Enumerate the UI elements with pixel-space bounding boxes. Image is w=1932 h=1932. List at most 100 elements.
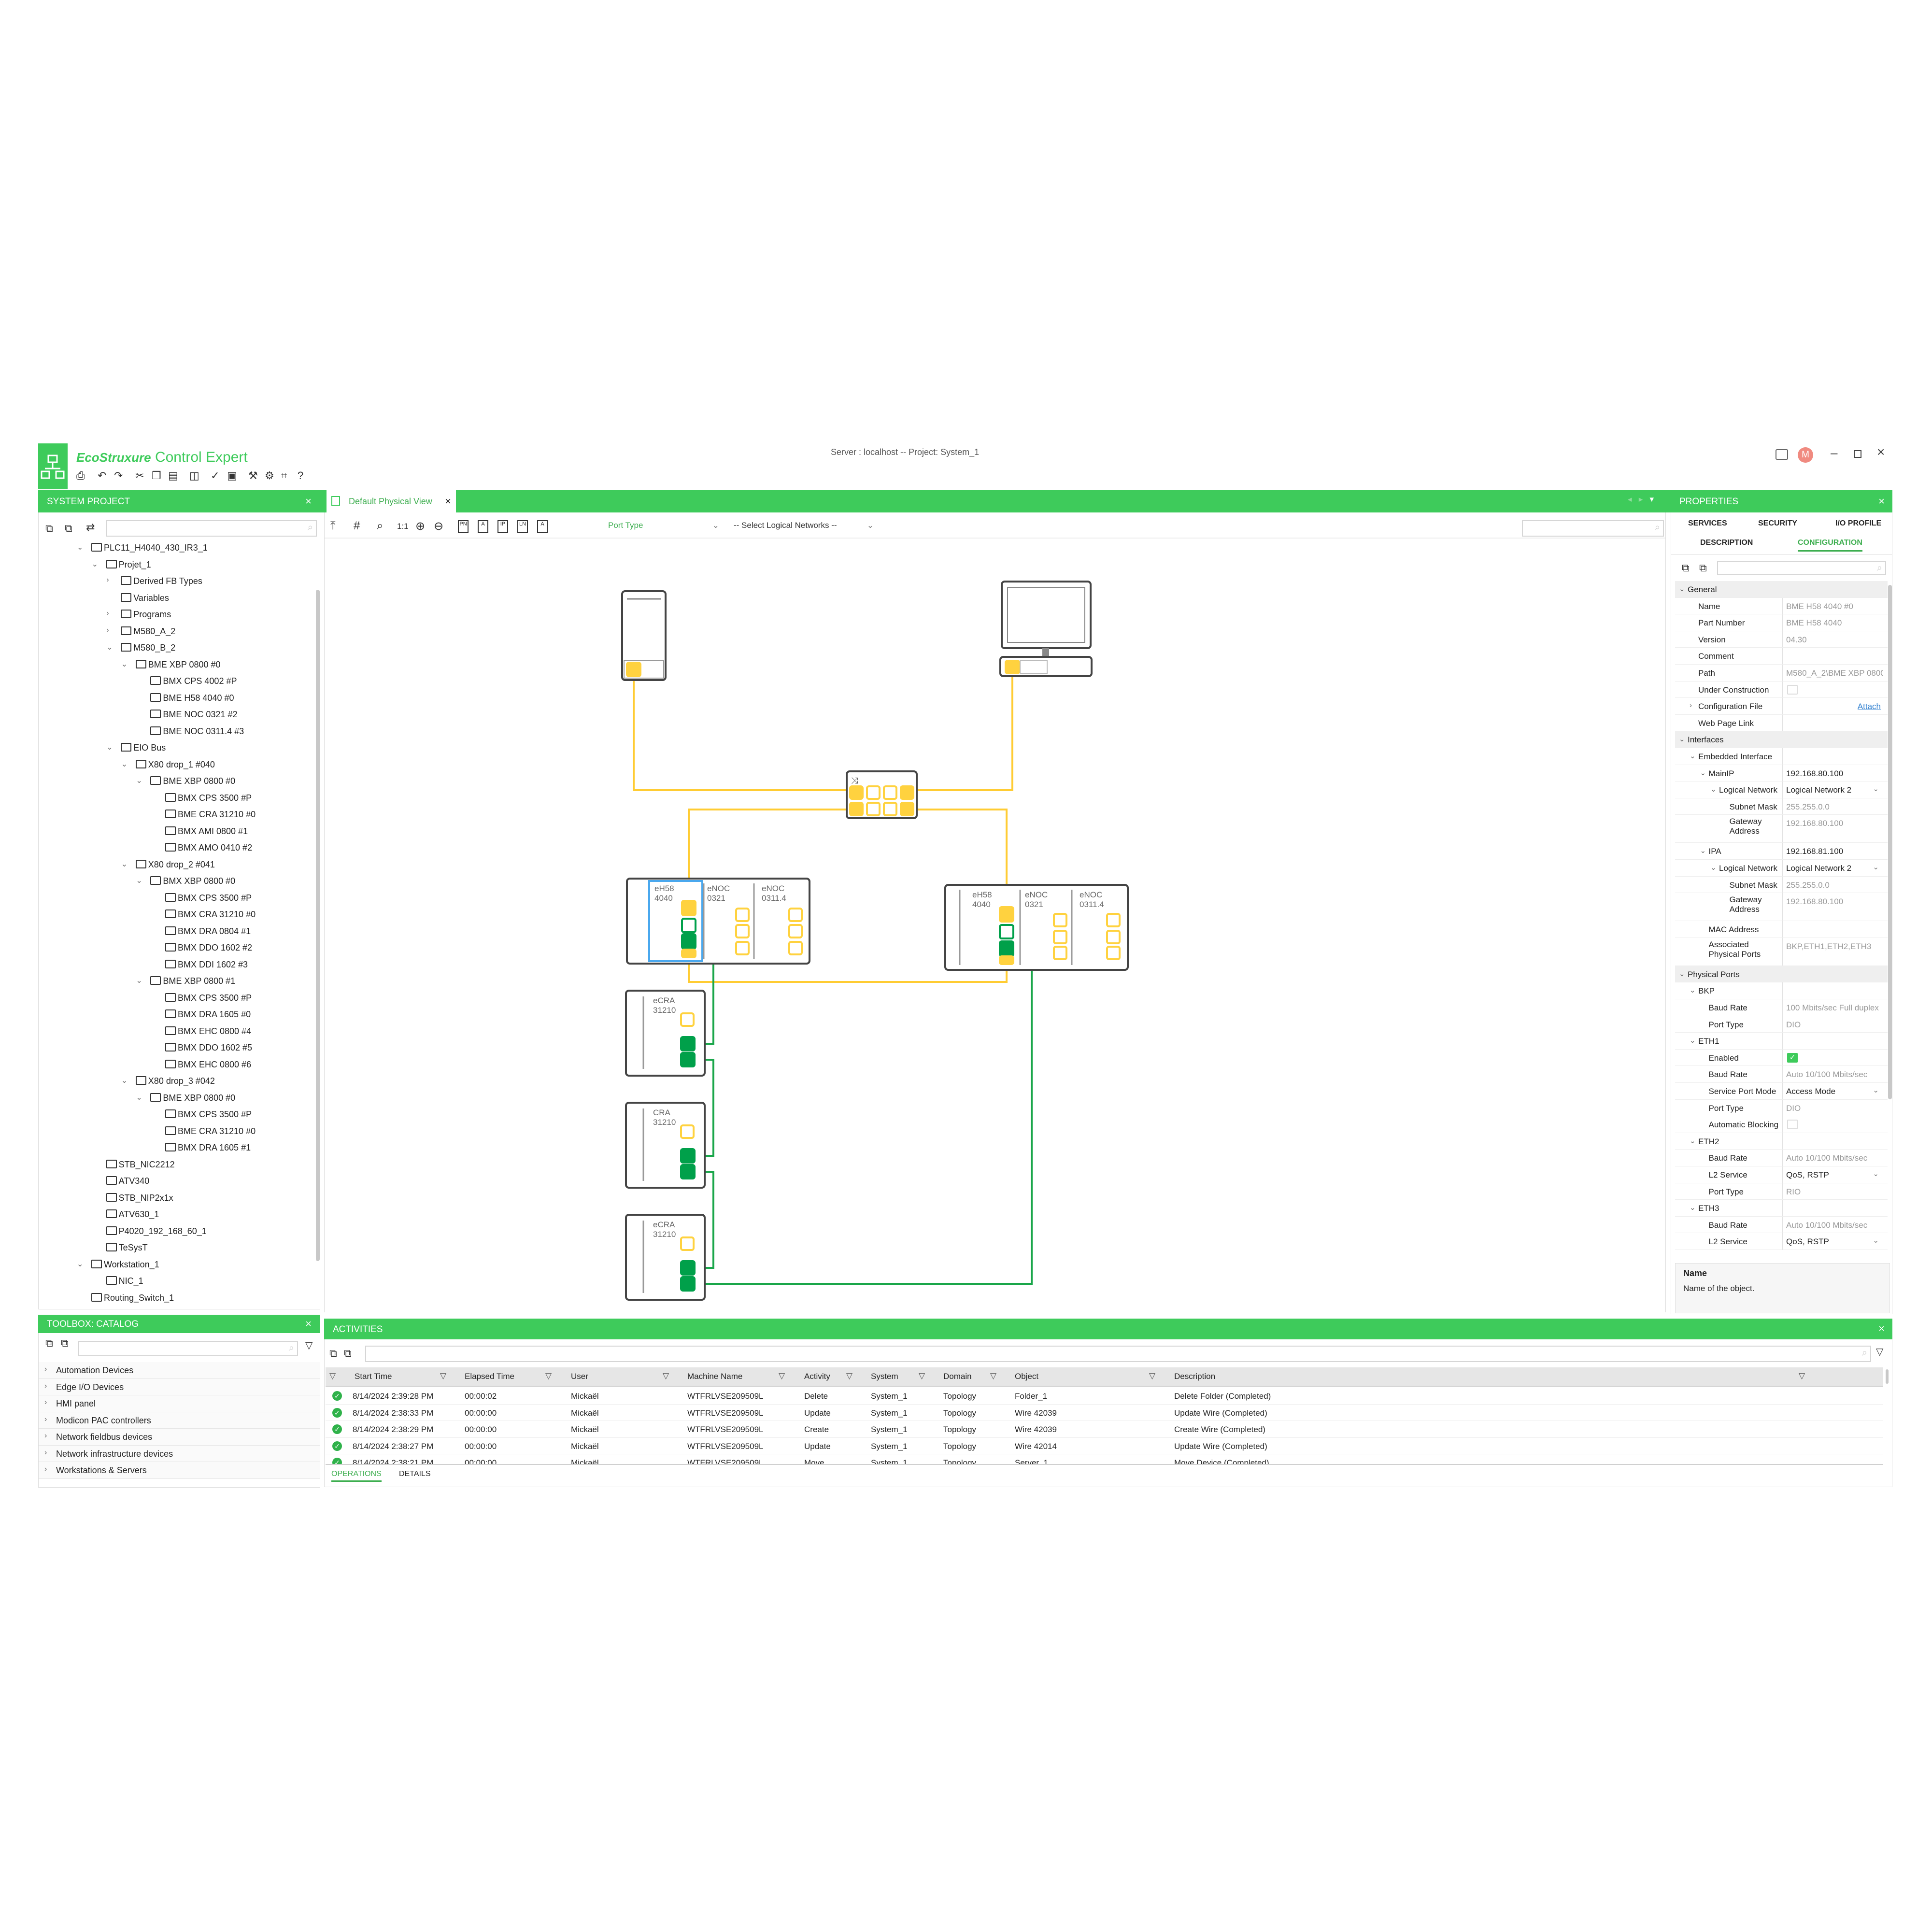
attach-link[interactable]: Attach [1857,702,1881,711]
chevron-down-icon[interactable]: ⌄ [121,760,128,768]
zoom-1to1-button[interactable]: 1:1 [397,522,409,531]
tree-item[interactable]: BME CRA 31210 #0 [39,806,312,823]
tree-item[interactable]: TeSysT [39,1239,312,1256]
chevron-down-icon[interactable]: ⌄ [106,643,113,652]
column-header[interactable]: Domain [943,1372,972,1381]
activity-row[interactable]: ✓ 8/14/2024 2:38:27 PM 00:00:00 Mickaël WTFR… [326,1438,1883,1454]
label-toggle-0[interactable]: PN [458,520,469,533]
export-icon[interactable]: ⤒ [330,519,336,532]
column-filter-icon[interactable]: ▽ [919,1371,925,1380]
undo-icon[interactable]: ↶ [98,469,107,482]
tree-item[interactable]: › Programs [39,606,312,623]
canvas-search-input[interactable]: ⌕ [1522,520,1664,537]
tab-details[interactable]: DETAILS [399,1470,431,1478]
tree-item[interactable]: P4020_192_168_60_1 [39,1223,312,1240]
column-filter-icon[interactable]: ▽ [545,1371,552,1380]
property-row[interactable]: ⌄ IPA 192.168.81.100 [1675,843,1888,860]
property-row[interactable]: ⌄ BKP [1675,982,1888,999]
property-row[interactable]: ⌄ MainIP 192.168.80.100 [1675,765,1888,782]
chevron-right-icon[interactable]: › [106,625,109,634]
tree-item[interactable]: BME CRA 31210 #0 [39,1123,312,1140]
noc-port[interactable] [1053,930,1067,944]
property-checkbox[interactable] [1787,684,1798,695]
column-filter-icon[interactable]: ▽ [779,1371,785,1380]
minimize-button[interactable]: – [1831,445,1838,460]
activities-scrollbar[interactable] [1886,1369,1889,1384]
chevron-down-icon[interactable]: ⌄ [1700,847,1706,855]
switch-port[interactable] [866,785,881,800]
column-header[interactable]: Activity [804,1372,830,1381]
close-icon[interactable]: × [305,495,312,507]
tree-item[interactable]: BME NOC 0321 #2 [39,706,312,723]
copy-icon[interactable]: ❐ [152,469,161,482]
physical-view-canvas[interactable]: ⤒ # ⌕ 1:1 ⊕ ⊖ PN A IP LN A Port Type ⌄ -- Select Lo… [324,512,1666,1312]
activity-row[interactable]: ✓ 8/14/2024 2:38:29 PM 00:00:00 Mickaël WTFR… [326,1421,1883,1438]
chevron-down-icon[interactable]: ⌄ [1690,1136,1696,1145]
close-icon[interactable]: × [1878,495,1885,507]
chevron-down-icon[interactable]: ⌄ [1873,863,1879,871]
catalog-search-input[interactable]: ⌕ [78,1341,298,1356]
property-value[interactable]: QoS, RSTP [1786,1237,1829,1247]
column-filter-icon[interactable]: ▽ [440,1371,447,1380]
chevron-right-icon[interactable]: › [106,609,109,617]
noc-port[interactable] [735,924,750,938]
property-checkbox[interactable] [1787,1120,1798,1130]
tree-item[interactable]: ⌄ BME XBP 0800 #1 [39,973,312,990]
tree-item[interactable]: BMX EHC 0800 #6 [39,1056,312,1073]
catalog-category[interactable]: › Network fieldbus devices [39,1429,320,1446]
collapse-all-icon[interactable]: ⧉ [344,1347,352,1359]
chevron-down-icon[interactable]: ⌄ [1873,1170,1879,1178]
label-toggle-2[interactable]: IP [497,520,508,533]
noc-port[interactable] [1053,913,1067,927]
cpu-port-bkp[interactable] [681,900,696,916]
column-header[interactable]: Machine Name [687,1372,743,1381]
catalog-category[interactable]: › Modicon PAC controllers [39,1412,320,1429]
switch-port[interactable] [900,785,914,800]
tab-ioprofile[interactable]: I/O PROFILE [1835,519,1882,527]
noc-port[interactable] [735,941,750,955]
property-row[interactable]: ⌄ Logical Network Logical Network 2 ⌄ [1675,860,1888,877]
chevron-down-icon[interactable]: ⌄ [1679,735,1685,744]
tree-item[interactable]: BMX CRA 31210 #0 [39,906,312,923]
tree-item[interactable]: ⌄ Projet_1 [39,556,312,573]
tree-item[interactable]: BME H58 4040 #0 [39,690,312,707]
close-icon[interactable]: × [305,1318,312,1330]
column-filter-icon[interactable]: ▽ [990,1371,997,1380]
chevron-down-icon[interactable]: ⌄ [1710,785,1717,794]
dropdown-arrow-icon[interactable]: ▾ [1649,495,1654,504]
catalog-category[interactable]: › Workstations & Servers [39,1462,320,1479]
catalog-category[interactable]: › Edge I/O Devices [39,1378,320,1395]
cpu-port-eth1[interactable] [999,924,1014,939]
noc-port[interactable] [1106,946,1121,960]
port-type-select[interactable]: Port Type ⌄ [608,521,719,530]
activities-search-input[interactable]: ⌕ [365,1346,1871,1362]
tree-item[interactable]: ⌄ X80 drop_3 #042 [39,1073,312,1090]
expand-all-icon[interactable]: ⧉ [45,522,53,534]
tree-item[interactable]: Routing_Switch_1 [39,1290,312,1307]
column-header[interactable]: System [871,1372,898,1381]
property-grid-scrollbar[interactable] [1888,585,1892,1099]
tree-item[interactable]: › M580_A_2 [39,623,312,640]
chevron-down-icon[interactable]: ⌄ [1679,585,1685,593]
zoom-fit-icon[interactable]: ⌕ [377,519,384,532]
restore-button[interactable] [1854,450,1861,458]
layout-icon[interactable]: ◫ [189,469,199,482]
property-value[interactable]: Logical Network 2 [1786,785,1852,795]
chevron-down-icon[interactable]: ⌄ [77,1260,84,1268]
workstation-port[interactable] [1005,660,1020,674]
tab-description[interactable]: DESCRIPTION [1700,539,1753,547]
fit-icon[interactable]: ⌗ [281,469,287,482]
noc-port[interactable] [788,941,803,955]
chevron-down-icon[interactable]: ⌄ [136,1093,142,1102]
chevron-down-icon[interactable]: ⌄ [1873,1236,1879,1245]
tree-item[interactable]: NIC_1 [39,1273,312,1290]
noc-port[interactable] [735,908,750,922]
label-toggle-3[interactable]: LN [517,520,528,533]
zoom-in-icon[interactable]: ⊕ [415,520,426,533]
tree-item[interactable]: ⌄ BME XBP 0800 #0 [39,656,312,673]
collapse-all-icon[interactable]: ⧉ [61,1337,69,1349]
tree-item[interactable]: BMX DRA 1605 #0 [39,1006,312,1023]
chevron-down-icon[interactable]: ⌄ [1690,1037,1696,1045]
column-filter-icon[interactable]: ▽ [1799,1371,1805,1380]
switch-port[interactable] [849,802,864,816]
